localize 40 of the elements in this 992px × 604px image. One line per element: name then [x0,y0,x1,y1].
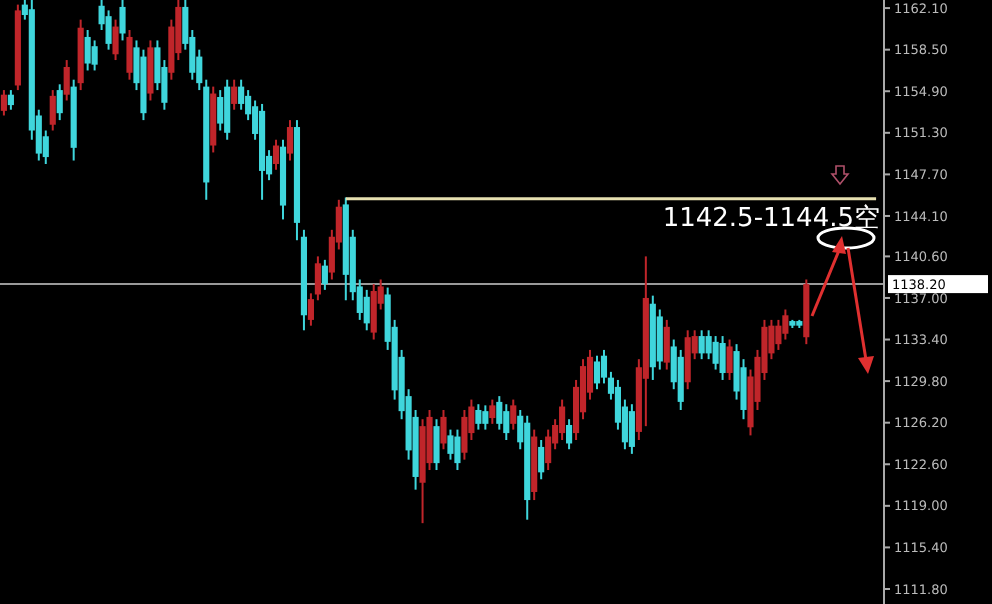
candlestick [559,398,566,442]
candlestick [454,428,461,472]
candlestick [56,83,63,122]
candlestick [112,18,119,62]
candlestick [433,418,440,472]
candlestick [677,348,684,411]
candlestick [482,404,489,431]
candlestick [321,258,328,291]
candlestick [440,408,447,451]
candlestick [84,29,91,72]
candlestick [7,89,14,111]
candlestick [224,78,231,141]
candlestick [538,439,545,481]
candlestick [286,119,294,162]
candlestick [370,283,377,341]
candlestick [0,89,7,117]
candlestick [775,318,782,351]
candlestick [63,59,70,102]
candlestick [231,78,238,111]
candlestick [698,329,705,361]
candlestick [656,308,663,371]
candlestick [217,89,224,132]
candlestick [272,138,280,171]
candlestick [475,403,482,431]
candlestick [510,398,517,431]
candlestick [628,403,635,455]
candlestick [503,403,510,442]
candlestick [126,29,133,81]
candlestick [726,338,733,381]
candlestick [489,398,496,425]
candlestick [566,418,573,451]
annotation: 1142.5-1144.5空 [662,204,880,234]
candlestick [461,408,468,461]
candlestick [684,329,691,391]
candlestick [119,0,126,42]
candlestick [593,354,601,391]
candlestick [719,335,726,381]
candlestick [663,318,670,371]
candlestick [147,39,154,102]
candlestick [49,89,56,132]
